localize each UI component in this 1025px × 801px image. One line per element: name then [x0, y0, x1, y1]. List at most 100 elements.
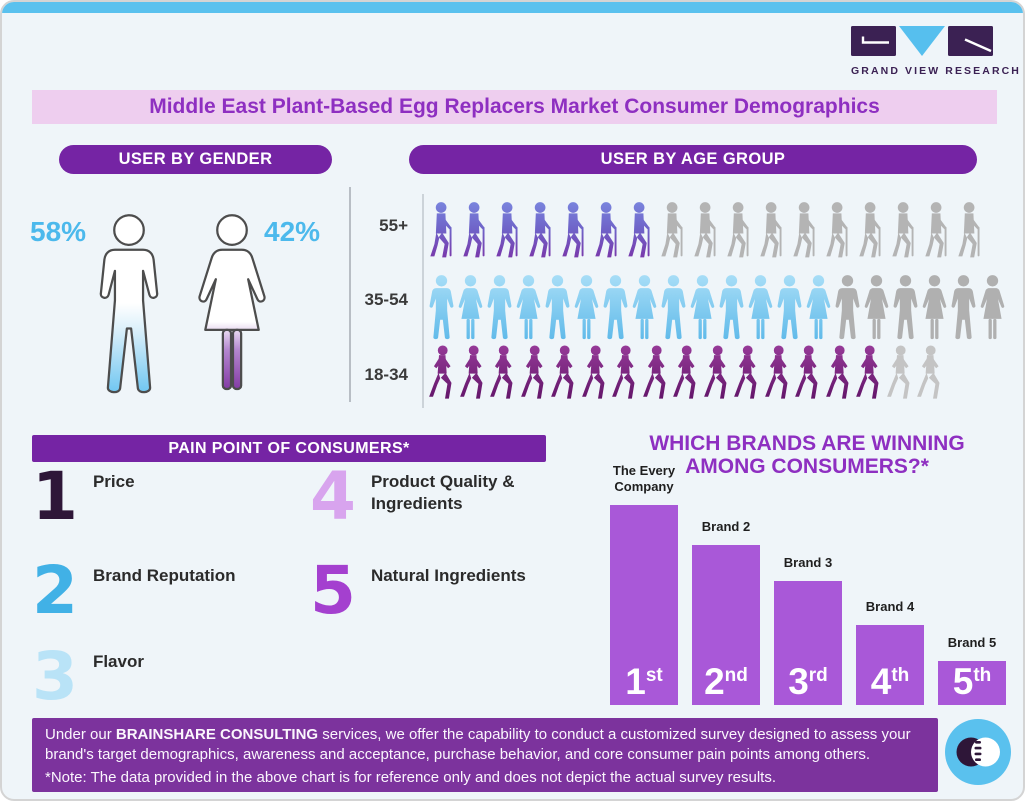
footer-text-suffix: services, we offer the capability to con… [45, 726, 911, 763]
person-icon [833, 274, 862, 342]
rank-label: 1st [625, 661, 663, 702]
person-icon [763, 345, 794, 406]
person-icon [790, 201, 823, 264]
person-icon [691, 201, 724, 264]
person-icon [630, 274, 659, 342]
person-icon [427, 345, 458, 406]
person-icon [793, 345, 824, 406]
brand-label: The Every Company [612, 463, 676, 495]
rank-suffix: rd [808, 665, 828, 686]
person-icon [978, 274, 1007, 342]
pain-point-label: Price [92, 472, 135, 491]
age-row-label: 55+ [379, 216, 408, 235]
pain-points-header: PAIN POINT OF CONSUMERS* [32, 435, 546, 462]
logo-wordmark: GRAND VIEW RESEARCH [851, 65, 1021, 77]
person-icon [549, 345, 580, 406]
person-icon [955, 201, 988, 264]
rank-label: 5th [952, 661, 992, 702]
person-icon [610, 345, 641, 406]
person-icon [456, 274, 485, 342]
person-icon [732, 345, 763, 406]
person-icon [757, 201, 790, 264]
pain-point-label: Natural Ingredients [370, 566, 526, 585]
pain-rank-number: 4 [310, 458, 356, 535]
person-icon [885, 345, 916, 406]
grand-view-research-logo: GRAND VIEW RESEARCH [851, 26, 1021, 77]
pain-point-item: 1 Price [32, 458, 135, 535]
person-icon [485, 274, 514, 342]
person-icon [460, 201, 493, 264]
brainshare-badge-icon [945, 719, 1011, 785]
person-icon [823, 201, 856, 264]
age-section-header: USER BY AGE GROUP [409, 145, 977, 174]
footer-banner: Under our BRAINSHARE CONSULTING services… [32, 718, 938, 792]
person-icon [949, 274, 978, 342]
top-accent-bar [2, 2, 1023, 13]
pain-rank-number: 1 [32, 458, 78, 535]
person-icon [891, 274, 920, 342]
brand-bar: 3rd [774, 581, 842, 705]
page-title: Middle East Plant-Based Egg Replacers Ma… [149, 95, 880, 118]
person-icon [854, 345, 885, 406]
footer-note: *Note: The data provided in the above ch… [45, 768, 776, 786]
person-icon [702, 345, 733, 406]
brand-label: Brand 5 [947, 635, 997, 650]
pain-point-label: Flavor [92, 652, 144, 671]
pain-rank-number: 5 [310, 552, 356, 629]
person-icon [889, 201, 922, 264]
age-row-label: 18-34 [364, 365, 408, 384]
pain-rank-number: 3 [32, 638, 78, 715]
person-icon [493, 201, 526, 264]
person-icon [641, 345, 672, 406]
person-icon [601, 274, 630, 342]
brand-bar: 5th [938, 661, 1006, 705]
person-icon [659, 274, 688, 342]
person-icon [824, 345, 855, 406]
person-icon [458, 345, 489, 406]
person-icon [572, 274, 601, 342]
age-chart-axis [422, 194, 424, 408]
footer-text: Under our BRAINSHARE CONSULTING services… [45, 725, 925, 765]
pain-point-item: 5 Natural Ingredients [310, 552, 526, 629]
rank-suffix: st [645, 665, 663, 686]
person-icon [922, 201, 955, 264]
person-icon [427, 201, 460, 264]
male-percentage: 58% [30, 216, 87, 247]
person-icon [658, 201, 691, 264]
person-icon [746, 274, 775, 342]
brands-chart-title: WHICH BRANDS ARE WINNING AMONG CONSUMERS… [649, 432, 965, 478]
person-icon [580, 345, 611, 406]
person-icon [804, 274, 833, 342]
rank-suffix: th [891, 665, 910, 686]
person-icon [559, 201, 592, 264]
person-icon [915, 345, 946, 406]
person-icon [488, 345, 519, 406]
person-icon [671, 345, 702, 406]
pain-point-item: 4 Product Quality & Ingredients [310, 458, 561, 535]
age-row-label: 35-54 [364, 290, 408, 309]
person-icon [856, 201, 889, 264]
person-icon [543, 274, 572, 342]
rank-label: 4th [870, 661, 910, 702]
female-figure-icon [198, 214, 266, 391]
female-percentage: 42% [264, 216, 321, 247]
person-icon [724, 201, 757, 264]
brand-label: Brand 3 [783, 555, 833, 570]
brainshare-consulting-label: BRAINSHARE CONSULTING [115, 726, 319, 743]
rank-label: 3rd [788, 661, 828, 702]
footer-text-prefix: Under our [45, 726, 116, 743]
pain-rank-number: 2 [32, 552, 78, 629]
rank-suffix: nd [724, 665, 748, 686]
person-icon [717, 274, 746, 342]
person-icon [427, 274, 456, 342]
brand-bar: 1st [610, 505, 678, 705]
brand-bar: 4th [856, 625, 924, 705]
person-icon [862, 274, 891, 342]
person-icon [519, 345, 550, 406]
age-row-icons [427, 345, 946, 406]
person-icon [592, 201, 625, 264]
pain-point-label: Brand Reputation [92, 566, 236, 585]
brand-label: Brand 2 [701, 519, 751, 534]
rank-suffix: th [973, 665, 992, 686]
